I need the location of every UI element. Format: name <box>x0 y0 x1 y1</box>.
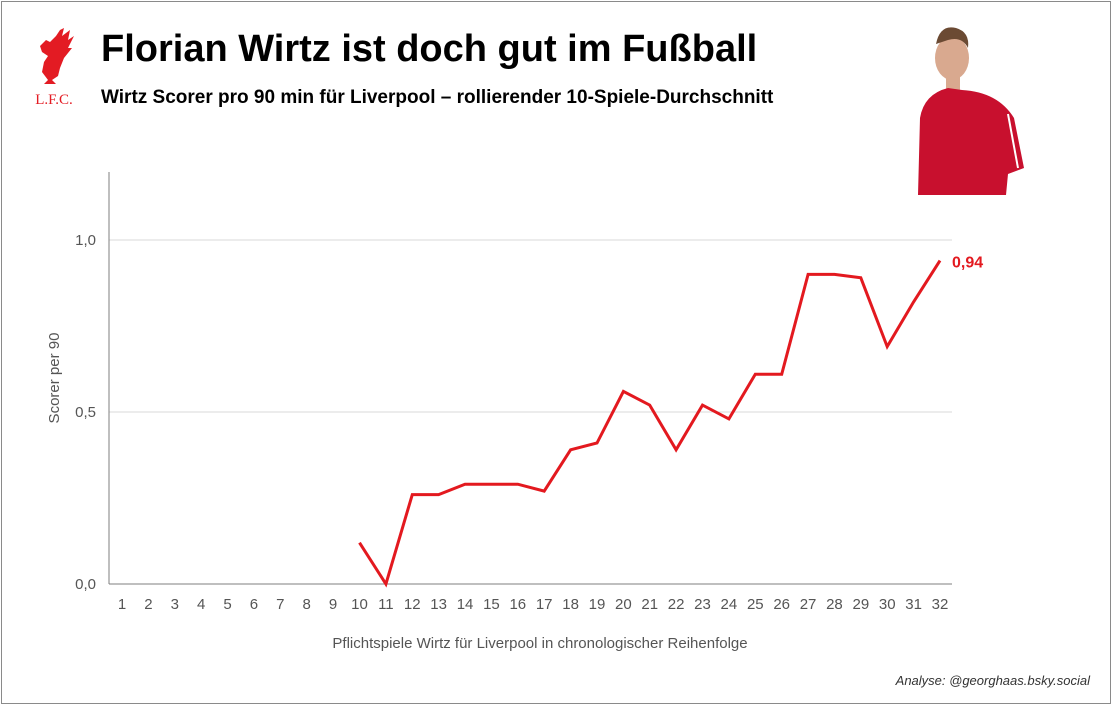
x-tick-label: 16 <box>509 596 526 613</box>
x-tick-label: 27 <box>800 596 817 613</box>
x-tick-label: 4 <box>197 596 205 613</box>
logo-text: L.F.C. <box>35 92 73 108</box>
x-tick-label: 21 <box>641 596 658 613</box>
x-tick-label: 23 <box>694 596 711 613</box>
x-tick-label: 5 <box>223 596 231 613</box>
player-photo <box>918 27 1024 195</box>
page-title: Florian Wirtz ist doch gut im Fußball <box>101 28 758 70</box>
end-value-label: 0,94 <box>952 255 983 272</box>
y-tick-label: 0,0 <box>75 576 96 593</box>
credit-text: Analyse: @georghaas.bsky.social <box>895 673 1090 688</box>
x-tick-label: 10 <box>351 596 368 613</box>
x-tick-label: 7 <box>276 596 284 613</box>
y-axis-label: Scorer per 90 <box>46 333 63 424</box>
x-axis-label: Pflichtspiele Wirtz für Liverpool in chr… <box>332 635 747 652</box>
y-tick-label: 1,0 <box>75 232 96 249</box>
x-tick-label: 26 <box>773 596 790 613</box>
y-tick-label: 0,5 <box>75 404 96 421</box>
x-tick-label: 8 <box>303 596 311 613</box>
x-tick-label: 9 <box>329 596 337 613</box>
x-tick-label: 19 <box>589 596 606 613</box>
x-tick-label: 31 <box>905 596 922 613</box>
x-tick-label: 3 <box>171 596 179 613</box>
x-tick-label: 22 <box>668 596 685 613</box>
x-tick-label: 17 <box>536 596 553 613</box>
x-tick-label: 11 <box>378 596 394 613</box>
x-tick-label: 14 <box>457 596 474 613</box>
x-tick-label: 2 <box>144 596 152 613</box>
x-tick-label: 24 <box>721 596 738 613</box>
x-tick-label: 18 <box>562 596 579 613</box>
x-tick-label: 25 <box>747 596 764 613</box>
x-tick-label: 30 <box>879 596 896 613</box>
x-tick-label: 1 <box>118 596 126 613</box>
x-tick-label: 12 <box>404 596 421 613</box>
page-subtitle: Wirtz Scorer pro 90 min für Liverpool – … <box>101 87 774 108</box>
series-line <box>358 259 942 588</box>
x-tick-label: 13 <box>430 596 447 613</box>
lfc-logo: L.F.C. <box>35 28 74 108</box>
x-tick-label: 32 <box>932 596 949 613</box>
x-tick-label: 28 <box>826 596 843 613</box>
x-tick-label: 6 <box>250 596 258 613</box>
x-tick-label: 29 <box>852 596 869 613</box>
x-tick-label: 20 <box>615 596 632 613</box>
x-tick-label: 15 <box>483 596 500 613</box>
